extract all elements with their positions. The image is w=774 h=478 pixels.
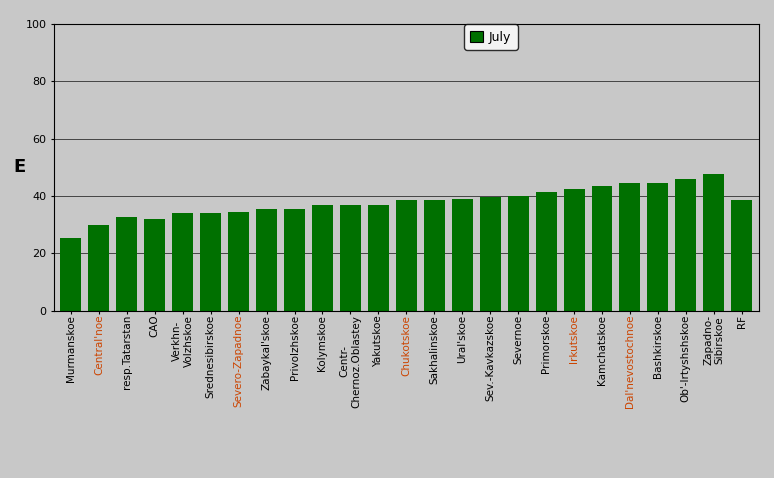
Bar <box>452 199 473 311</box>
Bar <box>647 183 669 311</box>
Bar <box>200 213 221 311</box>
Bar <box>619 183 640 311</box>
Bar <box>563 189 584 311</box>
Bar <box>368 205 389 311</box>
Bar <box>312 205 333 311</box>
Bar <box>340 205 361 311</box>
Bar <box>228 212 249 311</box>
Bar <box>508 196 529 311</box>
Bar <box>536 192 557 311</box>
Bar <box>144 219 166 311</box>
Bar <box>676 179 697 311</box>
Y-axis label: E: E <box>14 158 26 176</box>
Bar <box>256 209 277 311</box>
Bar <box>480 197 501 311</box>
Bar <box>60 238 81 311</box>
Bar <box>424 200 445 311</box>
Bar <box>396 200 417 311</box>
Bar <box>704 174 724 311</box>
Bar <box>591 186 612 311</box>
Bar <box>173 213 194 311</box>
Bar <box>88 225 109 311</box>
Bar <box>116 217 137 311</box>
Bar <box>284 209 305 311</box>
Legend: July: July <box>464 24 518 50</box>
Bar <box>731 200 752 311</box>
